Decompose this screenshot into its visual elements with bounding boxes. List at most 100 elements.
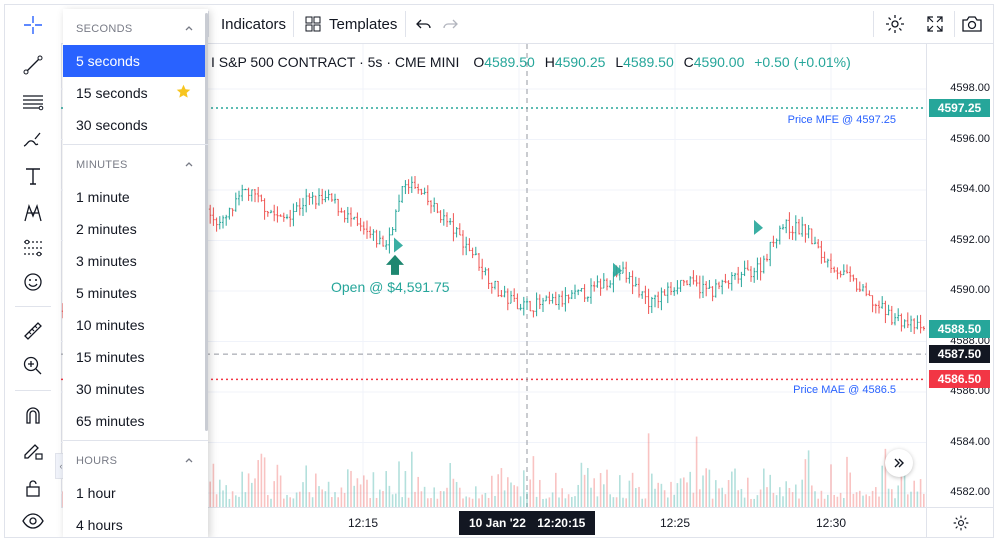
volume-bar	[286, 494, 288, 507]
price-tag: 4586.50	[929, 370, 990, 389]
volume-bar	[625, 498, 627, 507]
volume-bar	[763, 468, 765, 507]
volume-bar	[273, 481, 275, 507]
volume-bar	[593, 478, 595, 507]
fib-lines-icon[interactable]	[19, 88, 47, 116]
scroll-to-realtime-button[interactable]	[885, 449, 913, 477]
interval-option[interactable]: 1 hour	[63, 477, 205, 509]
eye-icon[interactable]	[19, 507, 47, 535]
volume-bar	[753, 498, 755, 507]
volume-bar	[823, 498, 826, 507]
settings-button[interactable]	[884, 5, 906, 43]
volume-bar	[619, 475, 621, 507]
volume-bar	[830, 464, 832, 507]
pattern-icon[interactable]	[19, 199, 47, 227]
interval-option[interactable]: 65 minutes	[63, 405, 205, 437]
interval-option[interactable]: 1 minute	[63, 181, 205, 213]
dropdown-separator	[63, 144, 208, 145]
volume-bar	[439, 490, 442, 507]
forecast-icon[interactable]	[19, 234, 47, 262]
volume-bar	[807, 450, 810, 507]
volume-bar	[894, 498, 896, 507]
gear-icon	[886, 15, 904, 33]
interval-option[interactable]: 5 minutes	[63, 277, 205, 309]
star-icon[interactable]	[176, 84, 191, 102]
interval-option[interactable]: 5 seconds	[63, 45, 205, 77]
volume-bar	[795, 484, 797, 507]
volume-bar	[833, 494, 835, 507]
interval-option[interactable]: 3 minutes	[63, 245, 205, 277]
volume-bar	[606, 469, 608, 507]
volume-bar	[279, 475, 282, 507]
text-icon[interactable]	[19, 162, 47, 190]
volume-bar	[798, 498, 800, 507]
volume-bar	[542, 498, 544, 507]
undo-button[interactable]	[415, 5, 433, 43]
volume-bar	[868, 496, 871, 507]
section-header-label: MINUTES	[76, 159, 128, 171]
interval-option[interactable]: 4 hours	[63, 509, 205, 537]
dropdown-scrollbar[interactable]	[205, 13, 208, 431]
interval-option[interactable]: 2 minutes	[63, 213, 205, 245]
lock-pencil-icon[interactable]	[19, 437, 47, 465]
volume-bar	[599, 473, 602, 507]
crosshair-icon[interactable]	[19, 11, 47, 39]
volume-bar	[903, 473, 906, 507]
brush-icon[interactable]	[19, 125, 47, 153]
chart-settings-corner[interactable]	[926, 507, 993, 537]
interval-option[interactable]: 30 minutes	[63, 373, 205, 405]
templates-button[interactable]: Templates	[305, 5, 397, 43]
volume-bar	[375, 497, 378, 507]
interval-option[interactable]: 30 seconds	[63, 109, 205, 141]
fullscreen-button[interactable]	[925, 5, 945, 43]
volume-bar	[692, 492, 695, 507]
volume-bar	[449, 463, 451, 507]
interval-option[interactable]: 15 minutes	[63, 341, 205, 373]
trend-line-icon[interactable]	[19, 51, 47, 79]
volume-bar	[484, 492, 487, 507]
volume-bar	[884, 448, 887, 507]
interval-option[interactable]: 10 minutes	[63, 309, 205, 341]
section-header-seconds[interactable]: SECONDS	[63, 13, 208, 45]
volume-bar	[251, 482, 253, 507]
volume-bar	[363, 475, 365, 507]
volume-bar	[347, 469, 349, 507]
volume-bar	[657, 482, 659, 507]
ruler-icon[interactable]	[19, 317, 47, 345]
volume-bar	[667, 497, 669, 507]
volume-bar	[497, 474, 499, 507]
volume-bar	[772, 492, 775, 507]
emoji-icon[interactable]	[19, 268, 47, 296]
volume-bar	[580, 462, 583, 507]
volume-bar	[651, 473, 653, 507]
volume-bar	[769, 474, 771, 507]
magnet-icon[interactable]	[19, 401, 47, 429]
volume-bar	[612, 497, 615, 507]
volume-bar	[459, 487, 461, 507]
volume-bar	[535, 496, 538, 507]
interval-option[interactable]: 15 seconds	[63, 77, 205, 109]
volume-bar	[711, 498, 714, 507]
volume-bar	[340, 487, 343, 507]
volume-bar	[577, 484, 579, 507]
unlock-icon[interactable]	[19, 474, 47, 502]
volume-bar	[209, 481, 211, 507]
section-header-minutes[interactable]: MINUTES	[63, 149, 208, 181]
redo-button[interactable]	[441, 5, 459, 43]
volume-bar	[379, 489, 381, 507]
volume-bar	[260, 453, 263, 507]
section-header-hours[interactable]: HOURS	[63, 445, 208, 477]
symbol-legend: I S&P 500 CONTRACT · 5s · CME MINI O4589…	[61, 54, 851, 70]
open-position-label: Open @ $4,591.75	[331, 278, 450, 295]
interval-option-label: 65 minutes	[76, 413, 145, 429]
volume-bar	[334, 492, 336, 507]
screenshot-button[interactable]	[961, 5, 983, 43]
volume-bar	[420, 491, 423, 507]
volume-bar	[369, 498, 371, 507]
undo-icon	[416, 19, 431, 29]
price-scale[interactable]: 4598.00 4596.00 4594.00 4592.00 4590.00 4588.…	[926, 44, 993, 507]
indicators-button[interactable]: Indicators	[221, 15, 287, 33]
volume-bar	[308, 492, 311, 507]
zoom-in-icon[interactable]	[19, 352, 47, 380]
chevron-up-icon	[184, 23, 194, 36]
